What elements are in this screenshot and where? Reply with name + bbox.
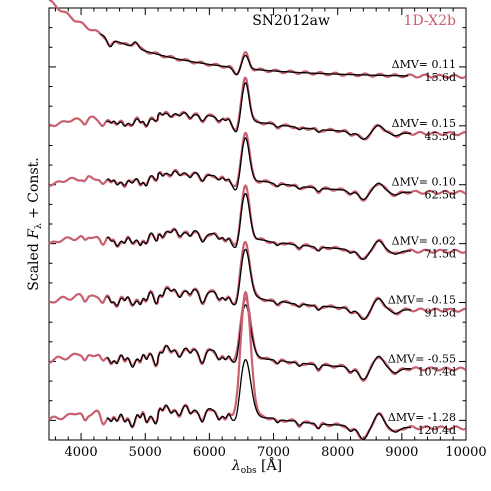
y-axis-label-sub: λ <box>34 223 44 229</box>
panel-epoch-label: 15.6d <box>424 71 456 84</box>
observed-spectrum-line <box>100 33 409 77</box>
plot-frame <box>48 7 467 441</box>
panel-delta-mv-label: ΔMV= -0.55 <box>388 352 456 365</box>
x-axis-label-unit: [Å] <box>257 456 282 474</box>
panel-epoch-label: 71.5d <box>424 248 456 261</box>
x-tick-label: 4000 <box>65 445 98 460</box>
observed-spectrum-line <box>106 82 412 140</box>
observed-spectrum-line <box>106 304 412 381</box>
y-axis-label-post: + Const. <box>26 157 42 223</box>
x-tick-label: 10000 <box>445 445 486 460</box>
panel-delta-mv-label: ΔMV= 0.10 <box>392 176 456 189</box>
panel-delta-mv-label: ΔMV= 0.11 <box>392 58 456 71</box>
model-spectrum-line <box>48 184 467 261</box>
spectra <box>48 0 467 441</box>
panel-epoch-label: 45.5d <box>424 130 456 143</box>
model-spectrum-line <box>49 131 467 202</box>
x-tick-label: 5000 <box>129 445 162 460</box>
y-axis-label: Scaled Fλ + Const. <box>26 157 44 290</box>
chart-title: SN2012aw <box>252 13 330 29</box>
panel-delta-mv-label: ΔMV= 0.15 <box>392 117 456 130</box>
panel-delta-mv-label: ΔMV= -1.28 <box>388 411 456 424</box>
x-tick-label: 8000 <box>321 445 354 460</box>
y-axis-label-f: F <box>26 228 42 240</box>
observed-spectrum-line <box>106 248 412 321</box>
x-tick-label: 9000 <box>385 445 418 460</box>
observed-spectrum-line <box>106 192 412 261</box>
model-label: 1D-X2b <box>404 13 456 29</box>
x-tick-label: 6000 <box>193 445 226 460</box>
x-axis-label-sub: obs <box>241 466 257 476</box>
observed-spectrum-line <box>106 137 412 200</box>
panel-epoch-label: 62.5d <box>424 189 456 202</box>
model-spectrum-line <box>48 76 466 141</box>
panel-delta-mv-label: ΔMV= -0.15 <box>388 293 456 306</box>
ticks: 4000 5000 6000 7000 8000 9000 10000 <box>49 8 487 460</box>
panel-epoch-label: 120.4d <box>417 424 456 437</box>
panel-delta-mv-label: ΔMV= 0.02 <box>392 235 456 248</box>
x-axis-label-main: λ <box>231 458 241 474</box>
x-axis-label: λobs [Å] <box>231 456 282 476</box>
panel-epoch-label: 107.4d <box>417 365 456 378</box>
observed-spectrum-line <box>106 358 412 440</box>
y-axis-label-pre: Scaled <box>26 239 42 291</box>
x-tick-label: 7000 <box>257 445 290 460</box>
panel-epoch-label: 91.5d <box>424 306 456 319</box>
